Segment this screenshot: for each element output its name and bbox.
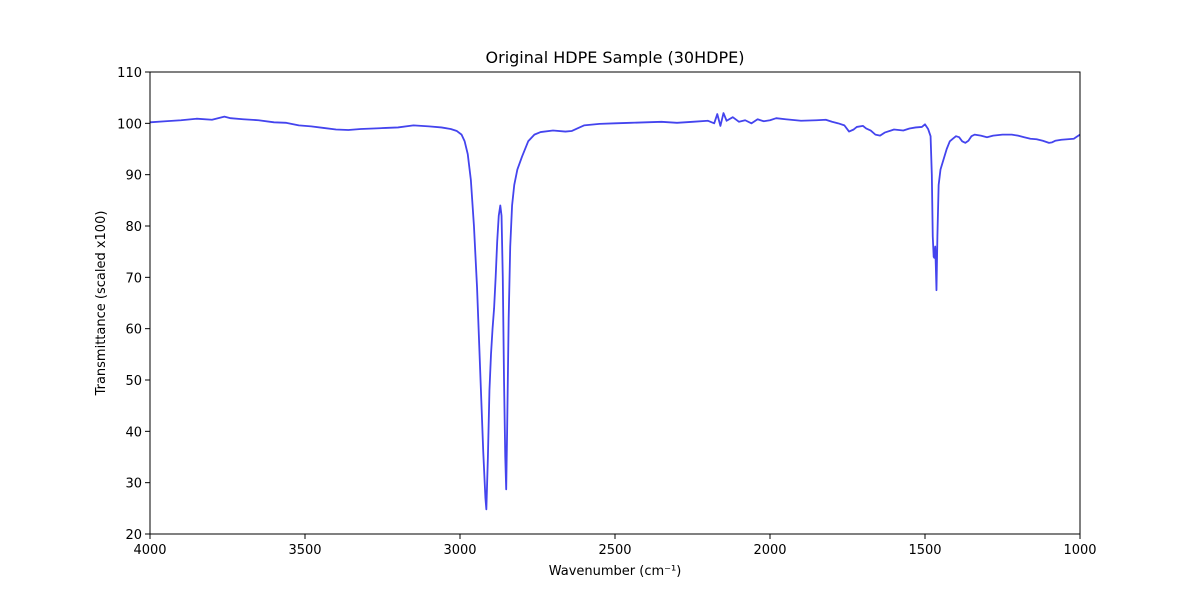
x-tick-label: 1500	[908, 543, 941, 558]
y-tick-label: 100	[117, 117, 142, 132]
y-tick-label: 90	[125, 169, 142, 184]
transmittance-series-line	[149, 112, 1081, 511]
chart-title: Original HDPE Sample (30HDPE)	[486, 48, 745, 67]
y-tick-label: 30	[125, 477, 142, 492]
y-tick-label: 60	[125, 323, 142, 338]
y-tick-label: 40	[125, 425, 142, 440]
x-axis-ticks: 4000 3500 3000 2500 2000 1500 1000	[133, 534, 1097, 558]
x-tick-label: 2500	[598, 543, 631, 558]
y-tick-label: 80	[125, 220, 142, 235]
series-group	[149, 112, 1081, 511]
y-tick-label: 50	[125, 374, 142, 389]
x-axis-label: Wavenumber (cm⁻¹)	[549, 564, 682, 579]
x-tick-label: 3000	[443, 543, 476, 558]
x-tick-label: 4000	[133, 543, 166, 558]
x-tick-label: 2000	[753, 543, 786, 558]
x-tick-label: 1000	[1063, 543, 1096, 558]
y-tick-label: 20	[125, 528, 142, 543]
y-tick-label: 70	[125, 271, 142, 286]
y-tick-label: 110	[117, 66, 142, 81]
y-axis-ticks: 20 30 40 50 60 70 80 90 100 110	[117, 66, 150, 543]
y-axis-label: Transmittance (scaled x100)	[94, 211, 109, 397]
x-tick-label: 3500	[288, 543, 321, 558]
